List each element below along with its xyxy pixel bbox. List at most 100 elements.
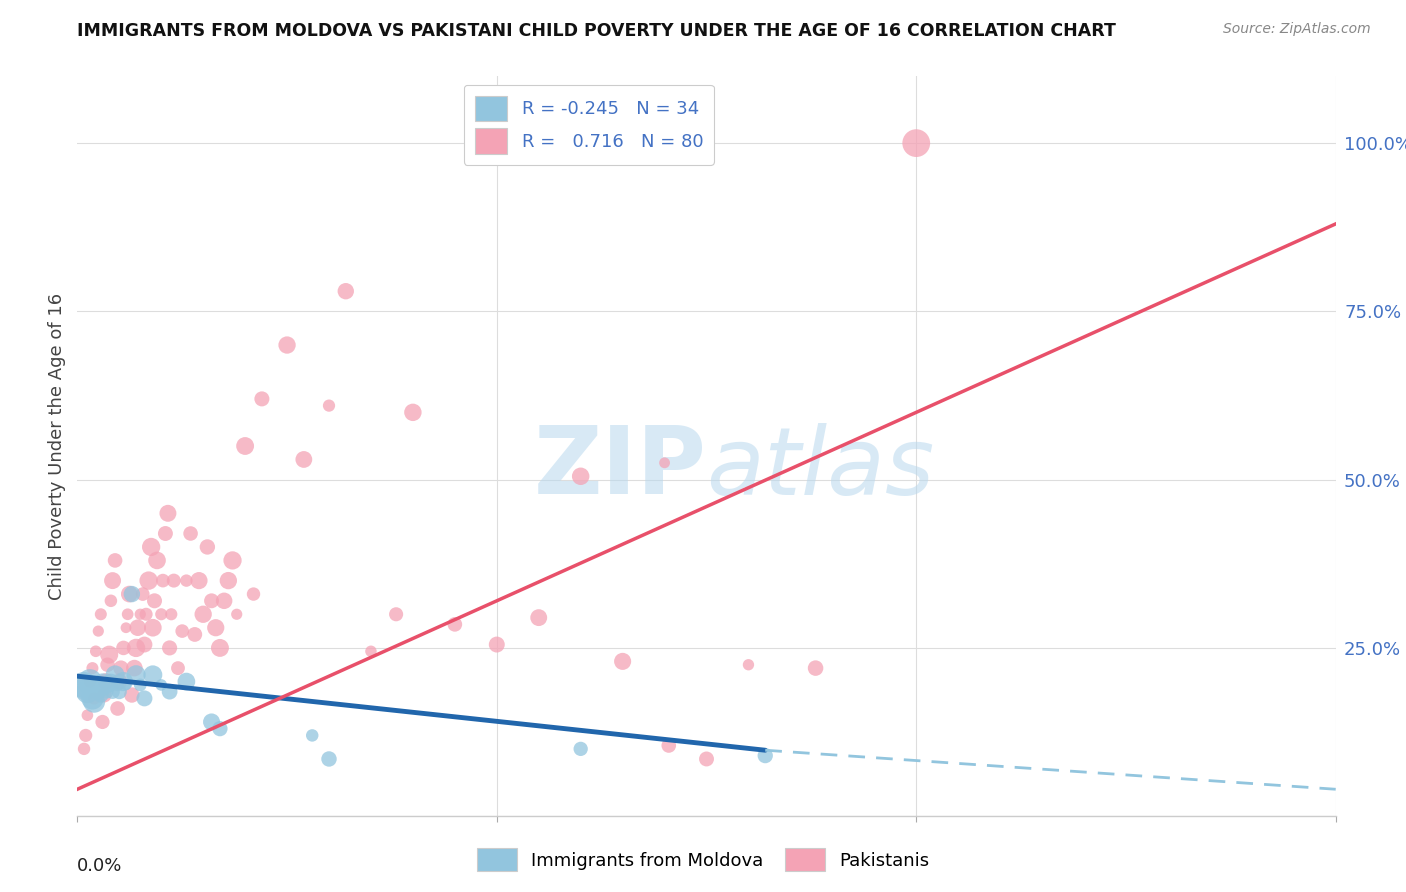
Point [73, 678, 96, 692]
Point [142, 668, 165, 682]
Point [79, 674, 101, 689]
Y-axis label: Child Poverty Under the Age of 16: Child Poverty Under the Age of 16 [48, 293, 66, 599]
Point [75, 681, 97, 696]
Point [124, 661, 146, 675]
Point [118, 587, 141, 601]
Point [191, 607, 215, 622]
Point [212, 594, 235, 608]
Point [121, 688, 143, 702]
Point [87, 684, 110, 698]
Point [754, 748, 776, 763]
Point [385, 607, 408, 622]
Point [208, 640, 231, 655]
Point [250, 392, 273, 406]
Point [93, 688, 115, 702]
Point [156, 506, 179, 520]
Point [143, 594, 166, 608]
Point [142, 621, 165, 635]
Text: IMMIGRANTS FROM MOLDOVA VS PAKISTANI CHILD POVERTY UNDER THE AGE OF 16 CORRELATI: IMMIGRANTS FROM MOLDOVA VS PAKISTANI CHI… [77, 22, 1116, 40]
Point [444, 617, 467, 632]
Point [100, 674, 122, 689]
Point [696, 752, 718, 766]
Point [658, 739, 681, 753]
Point [101, 684, 124, 698]
Text: atlas: atlas [707, 423, 935, 514]
Point [204, 621, 226, 635]
Point [91, 674, 114, 689]
Point [292, 452, 315, 467]
Point [208, 722, 231, 736]
Point [84, 678, 107, 692]
Point [115, 678, 138, 692]
Point [90, 607, 112, 622]
Point [100, 594, 122, 608]
Point [98, 648, 121, 662]
Point [180, 526, 202, 541]
Point [233, 439, 256, 453]
Point [804, 661, 827, 675]
Point [98, 678, 121, 692]
Point [83, 691, 105, 706]
Point [134, 638, 156, 652]
Legend: R = -0.245   N = 34, R =   0.716   N = 80: R = -0.245 N = 34, R = 0.716 N = 80 [464, 85, 714, 165]
Point [360, 644, 382, 658]
Point [96, 657, 118, 672]
Point [167, 661, 190, 675]
Point [276, 338, 298, 352]
Point [242, 587, 264, 601]
Point [104, 668, 127, 682]
Point [200, 714, 222, 729]
Point [94, 674, 117, 689]
Point [108, 684, 131, 698]
Point [569, 469, 592, 483]
Point [93, 681, 115, 696]
Point [485, 638, 508, 652]
Point [76, 708, 98, 723]
Point [125, 640, 148, 655]
Point [135, 607, 157, 622]
Point [83, 695, 105, 709]
Point [176, 674, 198, 689]
Point [195, 540, 218, 554]
Point [905, 136, 928, 150]
Point [159, 640, 181, 655]
Point [176, 574, 198, 588]
Point [115, 621, 138, 635]
Point [108, 674, 131, 689]
Point [612, 654, 634, 668]
Point [141, 540, 163, 554]
Point [160, 607, 183, 622]
Point [221, 553, 243, 567]
Point [138, 574, 160, 588]
Point [129, 678, 152, 692]
Point [125, 668, 148, 682]
Point [569, 742, 592, 756]
Point [318, 752, 340, 766]
Point [132, 587, 155, 601]
Point [152, 574, 174, 588]
Point [134, 691, 156, 706]
Point [527, 610, 550, 624]
Point [90, 688, 112, 702]
Point [117, 607, 139, 622]
Point [172, 624, 194, 639]
Legend: Immigrants from Moldova, Pakistanis: Immigrants from Moldova, Pakistanis [470, 841, 936, 879]
Point [121, 587, 143, 601]
Point [155, 526, 177, 541]
Point [654, 456, 676, 470]
Point [107, 678, 129, 692]
Point [84, 644, 107, 658]
Point [163, 574, 186, 588]
Text: 0.0%: 0.0% [77, 857, 122, 875]
Point [737, 657, 759, 672]
Point [217, 574, 239, 588]
Point [73, 742, 96, 756]
Point [96, 684, 118, 698]
Point [112, 640, 135, 655]
Point [301, 728, 323, 742]
Point [402, 405, 425, 419]
Point [188, 574, 211, 588]
Point [87, 624, 110, 639]
Point [335, 284, 357, 298]
Point [91, 714, 114, 729]
